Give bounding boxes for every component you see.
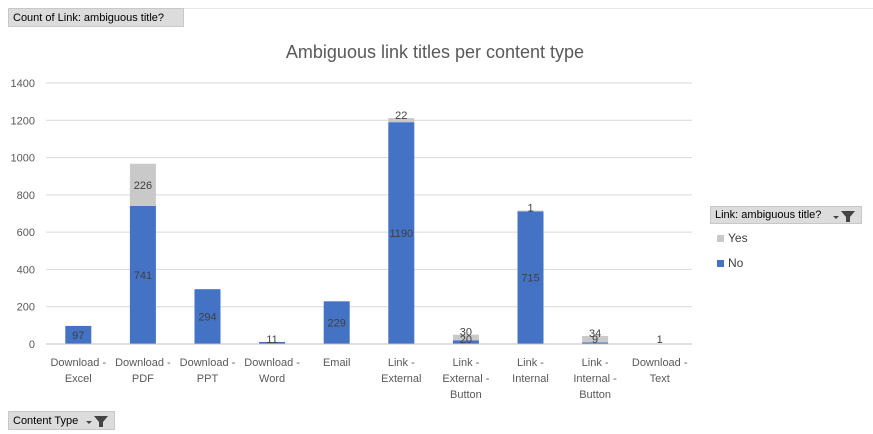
data-label-yes: 34 [589, 328, 601, 340]
y-tick-label: 1400 [11, 78, 35, 90]
x-tick-label: External [381, 373, 421, 385]
value-field-button[interactable]: Count of Link: ambiguous title? [8, 8, 184, 27]
bar-no [323, 301, 350, 344]
data-label-no: 20 [460, 334, 472, 346]
y-tick-label: 0 [29, 339, 35, 351]
data-label-no: 715 [521, 272, 539, 284]
x-tick-label: Text [650, 373, 670, 385]
legend-swatch-no [717, 259, 724, 267]
bar-yes [388, 118, 415, 123]
bar-no [388, 122, 415, 345]
x-tick-label: Link - [452, 357, 479, 369]
value-field-label: Count of Link: ambiguous title? [13, 11, 165, 24]
legend-swatch-yes [717, 234, 724, 242]
x-tick-label: Internal - [573, 373, 617, 385]
x-tick-label: Email [323, 357, 351, 369]
x-tick-label: Link - [388, 357, 415, 369]
filter-dropdown-icon[interactable] [831, 209, 857, 223]
bar-no [65, 325, 92, 344]
legend-label-no: No [728, 256, 744, 270]
data-label-yes: 30 [460, 327, 472, 339]
bar-yes [517, 210, 544, 212]
legend-item-yes: Yes [717, 231, 748, 245]
bar-no [194, 289, 221, 344]
y-tick-label: 600 [17, 227, 35, 239]
x-tick-label: PDF [132, 373, 154, 385]
axis-field-label: Content Type [13, 414, 79, 427]
data-label-no: 741 [134, 270, 152, 282]
axis-field-button[interactable]: Content Type [8, 411, 115, 430]
data-label-yes: 1 [527, 203, 533, 215]
header-rule [184, 8, 873, 9]
filter-dropdown-icon[interactable] [84, 414, 110, 428]
x-tick-label: Download - [50, 357, 106, 369]
legend-label-yes: Yes [728, 231, 748, 245]
x-tick-label: Internal [512, 373, 549, 385]
x-tick-label: PPT [197, 373, 219, 385]
data-label-no: 9 [592, 334, 598, 346]
data-label-yes: 226 [134, 180, 152, 192]
data-label-no: 11 [266, 334, 277, 346]
bar-no [582, 342, 609, 344]
bar-no [517, 210, 544, 344]
data-label-no: 1190 [389, 228, 413, 240]
data-label-no: 1 [657, 334, 663, 346]
bar-yes [452, 334, 479, 341]
data-label-no: 97 [72, 330, 84, 342]
bar-no [129, 205, 156, 344]
chart-title: Ambiguous link titles per content type [285, 42, 585, 62]
x-tick-label: Download - [180, 357, 236, 369]
y-tick-label: 200 [17, 302, 35, 314]
x-tick-label: Word [259, 373, 285, 385]
data-label-yes: 22 [395, 110, 407, 122]
legend-field-button[interactable]: Link: ambiguous title? [710, 206, 862, 224]
x-tick-label: Excel [65, 373, 92, 385]
y-tick-label: 1200 [11, 115, 35, 127]
x-tick-label: Button [579, 389, 611, 401]
data-label-no: 229 [328, 318, 346, 330]
x-tick-label: Link - [517, 357, 544, 369]
bar-yes [582, 335, 609, 343]
legend-field-label: Link: ambiguous title? [715, 209, 822, 221]
bar-no [259, 341, 286, 344]
y-tick-label: 400 [17, 264, 35, 276]
data-label-no: 294 [198, 312, 216, 324]
legend-item-no: No [717, 256, 743, 270]
x-tick-label: Download - [632, 357, 688, 369]
x-tick-label: Button [450, 389, 482, 401]
x-tick-label: Download - [244, 357, 300, 369]
x-tick-label: Link - [582, 357, 609, 369]
y-tick-label: 800 [17, 190, 35, 202]
x-tick-label: Download - [115, 357, 171, 369]
x-tick-label: External - [442, 373, 489, 385]
bar-yes [129, 163, 156, 206]
y-tick-label: 1000 [11, 153, 35, 165]
bar-no [452, 340, 479, 344]
